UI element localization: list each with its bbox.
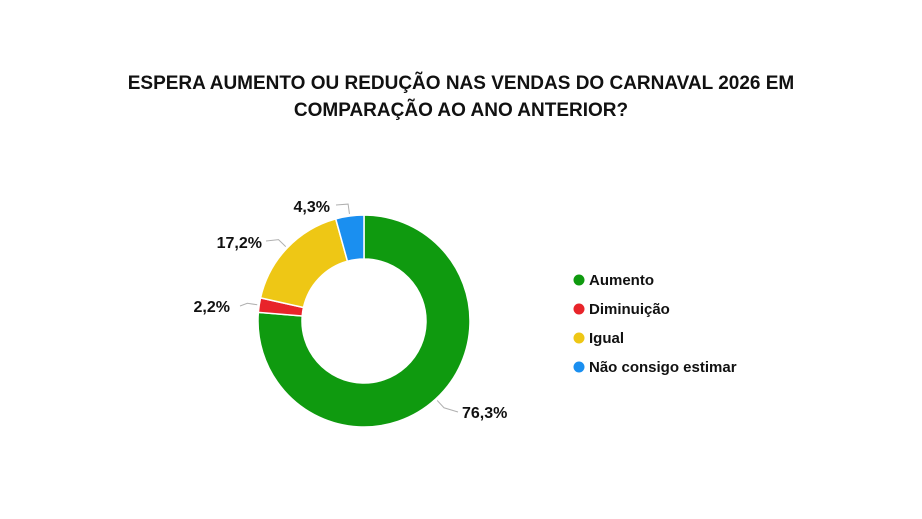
- slice-aumento: [257, 214, 471, 428]
- percent-label-aumento: 76,3%: [462, 405, 507, 422]
- legend-label-diminuicao: Diminuição: [589, 301, 670, 318]
- donut-slices: [257, 214, 471, 428]
- leader-line-aumento: [436, 400, 459, 413]
- slice-igual: [259, 217, 349, 309]
- leader-line-diminuicao: [239, 302, 258, 307]
- legend-label-nao-consigo-estimar: Não consigo estimar: [589, 359, 737, 376]
- legend-marker-aumento: [573, 274, 585, 286]
- percent-label-nao-consigo-estimar: 4,3%: [294, 199, 330, 216]
- legend-marker-nao-consigo-estimar: [573, 361, 585, 373]
- legend-marker-igual: [573, 332, 585, 344]
- chart-title-line-1: ESPERA AUMENTO OU REDUÇÃO NAS VENDAS DO …: [127, 73, 795, 94]
- legend-label-aumento: Aumento: [589, 272, 654, 289]
- slice-nao-consigo-estimar: [334, 214, 365, 263]
- percent-label-igual: 17,2%: [217, 235, 262, 252]
- percent-label-diminuicao: 2,2%: [194, 299, 230, 316]
- legend-marker-diminuicao: [573, 303, 585, 315]
- leader-line-nao-consigo-estimar: [335, 203, 350, 215]
- legend: Aumento Diminuição Igual Não consigo estima…: [573, 272, 737, 376]
- label-leader-lines: [239, 203, 459, 413]
- chart-title-line-2: COMPARAÇÃO AO ANO ANTERIOR?: [293, 100, 629, 121]
- percent-labels: 76,3% 2,2% 17,2% 4,3%: [194, 199, 508, 422]
- leader-line-igual: [265, 239, 287, 247]
- legend-label-igual: Igual: [589, 330, 624, 347]
- chart-title: ESPERA AUMENTO OU REDUÇÃO NAS VENDAS DO …: [0, 70, 922, 124]
